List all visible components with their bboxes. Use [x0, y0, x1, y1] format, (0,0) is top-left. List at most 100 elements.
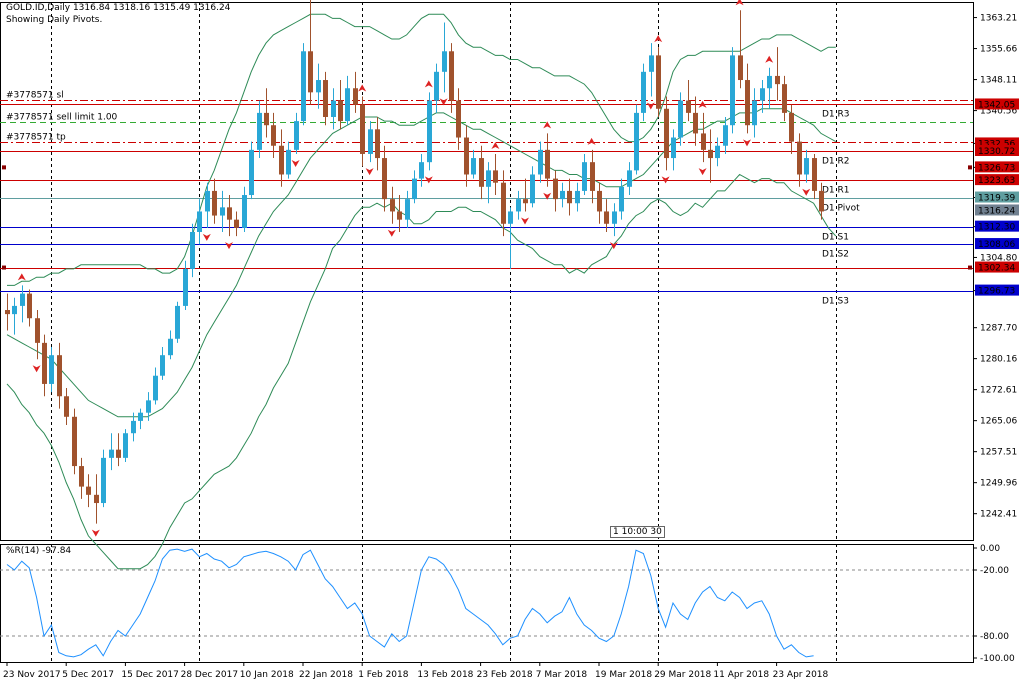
- pivot-label: D1 S2: [822, 250, 849, 260]
- fractal-down-arrow: [661, 176, 670, 184]
- date-axis-label: 23 Feb 2018: [477, 670, 533, 680]
- date-axis-label: 19 Mar 2018: [595, 670, 652, 680]
- candle-body: [708, 149, 713, 159]
- candle-body: [523, 199, 528, 204]
- candle-body: [671, 137, 676, 159]
- wpr-axis-label: -20.00: [980, 566, 1009, 576]
- candle-body: [479, 158, 484, 187]
- candle-body: [508, 211, 513, 224]
- candle-body: [582, 162, 587, 191]
- edge-marker: [2, 265, 6, 270]
- fractal-up-arrow: [17, 273, 26, 281]
- candle-body: [264, 112, 269, 126]
- fractal-down-arrow: [646, 102, 655, 110]
- candle-body: [123, 433, 128, 458]
- candle-body: [678, 100, 683, 138]
- candle-body: [35, 318, 40, 343]
- price-axis-label: 1287.70: [980, 324, 1017, 334]
- candle-body: [730, 55, 735, 126]
- level-label: #3778571 tp: [6, 133, 66, 143]
- price-tag: [975, 98, 1019, 110]
- fractal-up-arrow: [587, 137, 596, 145]
- fractal-down-arrow: [543, 192, 552, 200]
- edge-marker: [968, 165, 972, 170]
- fractal-down-arrow: [387, 229, 396, 237]
- candle-body: [797, 141, 802, 175]
- price-axis-label: 1249.96: [980, 479, 1017, 489]
- pivot-label: D1 R3: [822, 110, 850, 120]
- fractal-down-arrow: [202, 233, 211, 241]
- fractal-up-arrow: [543, 121, 552, 129]
- candle-body: [760, 88, 765, 101]
- price-tag: [975, 261, 1019, 273]
- fractal-up-arrow: [735, 0, 744, 6]
- candle-body: [294, 121, 299, 150]
- candle-body: [412, 178, 417, 200]
- date-axis-label: 10 Jan 2018: [240, 670, 294, 680]
- candle-body: [686, 100, 691, 113]
- date-axis-label: 5 Dec 2017: [62, 670, 114, 680]
- candle-body: [634, 112, 639, 171]
- price-tag-label: 1323.63: [978, 176, 1015, 186]
- candle-body: [49, 355, 54, 384]
- candle-body: [20, 293, 25, 306]
- watermark-label: 1 10:00 30: [610, 526, 665, 538]
- fractal-down-arrow: [439, 98, 448, 106]
- candle-body: [390, 199, 395, 212]
- candle-body: [767, 75, 772, 89]
- main-panel-frame: [0, 2, 974, 541]
- candle-body: [715, 145, 720, 159]
- pivot-subtitle: Showing Daily Pivots.: [6, 15, 103, 25]
- fractal-down-arrow: [521, 217, 529, 225]
- candle-body: [456, 100, 461, 138]
- date-axis-label: 23 Nov 2017: [3, 670, 61, 680]
- indicator-label: %R(14) -97.84: [6, 546, 72, 556]
- candle-body: [205, 190, 210, 212]
- bollinger-lower-line: [6, 173, 837, 570]
- level-label: #3778571 sl: [6, 91, 64, 101]
- pivot-label: D1 S3: [822, 297, 849, 307]
- candle-body: [279, 145, 284, 175]
- price-axis-label: 1363.21: [980, 14, 1017, 24]
- fractal-down-arrow: [365, 168, 374, 176]
- date-axis-label: 15 Dec 2017: [121, 670, 178, 680]
- candle-body: [168, 338, 173, 356]
- date-axis-label: 11 Apr 2018: [713, 670, 769, 680]
- candle-body: [649, 55, 654, 72]
- candle-body: [530, 174, 535, 204]
- candle-body: [175, 305, 180, 339]
- fractal-down-arrow: [32, 365, 41, 373]
- price-tag-label: 1308.06: [978, 240, 1015, 250]
- candle-body: [612, 211, 617, 224]
- date-axis-label: 28 Dec 2017: [181, 670, 239, 680]
- candle-body: [286, 149, 291, 175]
- candle-body: [220, 207, 225, 216]
- candle-body: [301, 51, 306, 122]
- candle-body: [464, 137, 469, 175]
- wpr-line: [6, 548, 814, 658]
- fractal-down-arrow: [609, 242, 618, 250]
- candle-body: [619, 186, 624, 212]
- candle-body: [701, 133, 706, 150]
- price-tag-label: 1319.39: [978, 194, 1015, 204]
- candle-body: [723, 125, 728, 146]
- candle-body: [567, 190, 572, 204]
- fractal-up-arrow: [654, 35, 663, 43]
- candle-body: [471, 158, 476, 175]
- candle-body: [197, 211, 202, 232]
- candle-body: [331, 100, 336, 117]
- candle-body: [323, 80, 328, 117]
- price-tag-label: 1302.34: [978, 264, 1015, 274]
- candle-body: [109, 449, 114, 458]
- candle-body: [360, 104, 365, 154]
- candle-body: [745, 80, 750, 126]
- price-tag-label: 1330.72: [978, 147, 1015, 157]
- price-axis-label: 1355.66: [980, 45, 1017, 55]
- pivot-label: D1 R1: [822, 186, 850, 196]
- candle-body: [153, 375, 158, 401]
- wpr-axis-label: 0.00: [980, 544, 1000, 554]
- candle-body: [656, 55, 661, 109]
- candle-body: [86, 486, 91, 495]
- pivot-label: D1 Pivot: [822, 204, 860, 214]
